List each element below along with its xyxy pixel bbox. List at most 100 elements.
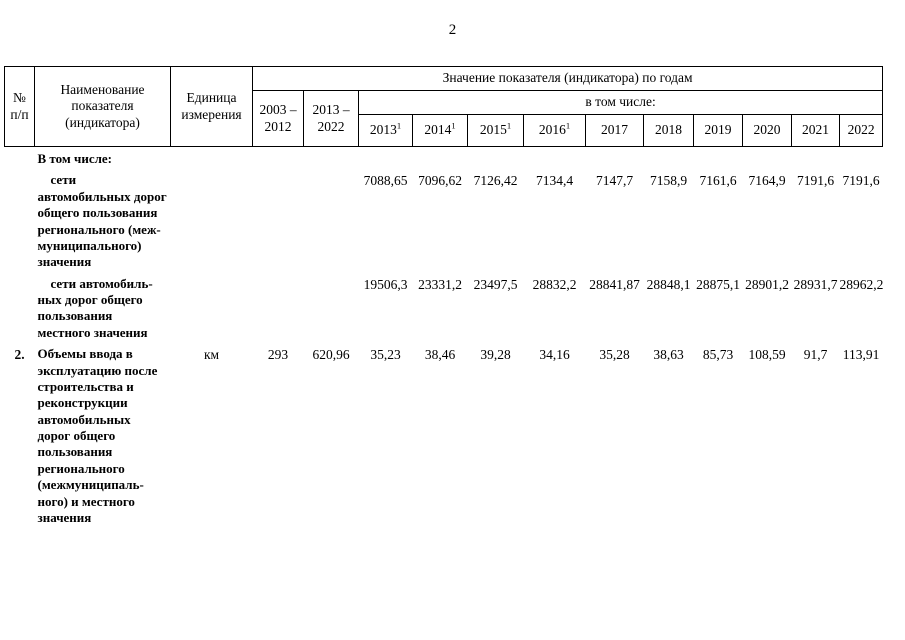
table-row: сети автомобиль- ных дорог общего пользо…: [5, 275, 884, 347]
year-value-cell: 28901,2: [745, 276, 789, 292]
footnote-marker: 1: [396, 120, 402, 131]
year-value-cell: [644, 147, 694, 173]
year-value-cell: 7164,9: [748, 173, 786, 189]
year-value-cell: 23497,5: [473, 276, 518, 292]
col-header-year-2017: 2017: [585, 114, 644, 147]
year-value-cell: [524, 147, 586, 173]
year-value-cell: 39,28: [480, 347, 511, 363]
table-row: 2. Объемы ввода в эксплуатацию после стр…: [5, 346, 883, 531]
col-header-unit: Единица измерения: [170, 66, 253, 147]
footnote-marker: 1: [565, 120, 571, 131]
year-value-cell: [413, 147, 468, 173]
year-value-cell: [468, 147, 524, 173]
year-value-cell: 108,59: [748, 347, 786, 363]
row-number-cell: [5, 276, 35, 347]
year-value-cell: 85,73: [702, 347, 734, 363]
unit-cell: [171, 147, 253, 173]
indicator-name-cell: Объемы ввода в эксплуатацию после строит…: [37, 346, 158, 525]
period-2013-2022-cell: [304, 172, 359, 275]
year-value-cell: 7096,62: [418, 173, 462, 189]
year-value-cell: 28841,87: [589, 276, 640, 292]
year-label: 2014: [424, 122, 452, 138]
year-value-cell: 35,28: [599, 347, 630, 363]
year-value-cell: 113,91: [842, 347, 880, 363]
indicator-name-cell: сети автомобильных дорог общего пользова…: [37, 172, 167, 270]
period-2003-2012-cell: 293: [267, 347, 289, 363]
unit-cell: [171, 172, 253, 275]
year-value-cell: 7161,6: [699, 173, 737, 189]
col-header-year-2015: 20151: [467, 114, 524, 147]
table-header-row-3: 20131 20141 20151 20161 2017 2018 2019 2…: [5, 114, 884, 147]
page-number: 2: [448, 22, 457, 38]
year-value-cell: 91,7: [803, 347, 828, 363]
table-body: В том числе: сети автомобильных дорог об…: [5, 147, 883, 532]
unit-cell: км: [203, 347, 220, 363]
year-value-cell: 28875,1: [696, 276, 740, 292]
col-header-values-title: Значение показателя (индикатора) по года…: [251, 66, 884, 91]
year-value-cell: 7126,42: [473, 173, 518, 189]
year-value-cell: [743, 147, 792, 173]
col-header-year-2020: 2020: [742, 114, 792, 147]
period-2003-2012-cell: [253, 147, 304, 173]
year-value-cell: 28962,2: [839, 276, 884, 292]
col-header-year-2013: 20131: [358, 114, 413, 147]
col-header-year-2016: 20161: [523, 114, 586, 147]
table-header-row-2: 2003 – 2012 2013 – 2022 в том числе:: [5, 90, 884, 147]
row-number-cell: 2.: [14, 347, 25, 363]
indicators-table: № п/п Наименование показателя (индикатор…: [4, 66, 883, 531]
table-row: сети автомобильных дорог общего пользова…: [5, 172, 883, 275]
year-label: 2013: [369, 122, 397, 138]
year-value-cell: 28832,2: [532, 276, 577, 292]
year-value-cell: 7088,65: [363, 173, 408, 189]
indicator-name-cell: сети автомобиль- ных дорог общего пользо…: [37, 275, 153, 340]
col-header-year-2022: 2022: [838, 114, 884, 147]
year-label: 2016: [538, 122, 566, 138]
year-value-cell: 28931,7: [793, 276, 838, 292]
year-label: 2019: [704, 122, 732, 138]
period-2013-2022-cell: 620,96: [312, 347, 350, 363]
row-number-cell: [5, 172, 35, 275]
table-header-row-1: № п/п Наименование показателя (индикатор…: [4, 66, 884, 147]
col-header-year-2014: 20141: [412, 114, 468, 147]
year-value-cell: [359, 147, 413, 173]
year-value-cell: 7147,7: [595, 173, 634, 189]
period-2003-2012-cell: [253, 276, 304, 347]
year-value-cell: 38,46: [424, 347, 456, 363]
year-label: 2015: [479, 122, 507, 138]
col-header-indicator-name: Наименование показателя (индикатора): [34, 66, 171, 147]
col-header-year-2018: 2018: [643, 114, 694, 147]
year-label: 2022: [847, 122, 875, 138]
footnote-marker: 1: [451, 120, 456, 131]
period-2003-2012-cell: [253, 172, 304, 275]
year-value-cell: 35,23: [370, 347, 401, 363]
year-label: 2018: [655, 122, 682, 138]
year-value-cell: 34,16: [539, 347, 570, 363]
year-value-cell: [586, 147, 644, 173]
year-label: 2017: [601, 122, 628, 138]
year-value-cell: [792, 147, 840, 173]
col-header-num: № п/п: [4, 66, 35, 147]
year-value-cell: 7191,6: [842, 173, 880, 189]
year-value-cell: 7158,9: [649, 173, 688, 189]
table-row: В том числе:: [5, 147, 883, 173]
col-header-including: в том числе:: [357, 90, 884, 115]
col-header-year-2021: 2021: [791, 114, 840, 147]
footnote-marker: 1: [506, 120, 512, 131]
table-header: № п/п Наименование показателя (индикатор…: [4, 66, 884, 147]
unit-cell: [171, 276, 253, 347]
col-header-period-2013-2022: 2013 – 2022: [303, 90, 359, 147]
year-value-cell: 7191,6: [796, 173, 835, 189]
period-2013-2022-cell: [304, 147, 359, 173]
col-header-year-2019: 2019: [693, 114, 743, 147]
year-label: 2021: [802, 122, 829, 138]
col-header-period-2003-2012: 2003 – 2012: [252, 90, 304, 147]
year-value-cell: 23331,2: [418, 276, 462, 292]
year-value-cell: [840, 147, 883, 173]
year-value-cell: 19506,3: [363, 276, 408, 292]
year-value-cell: 28848,1: [646, 276, 691, 292]
year-value-cell: 38,63: [653, 347, 684, 363]
year-value-cell: [694, 147, 743, 173]
year-label: 2020: [753, 122, 781, 138]
indicator-name-cell: В том числе:: [37, 151, 112, 166]
